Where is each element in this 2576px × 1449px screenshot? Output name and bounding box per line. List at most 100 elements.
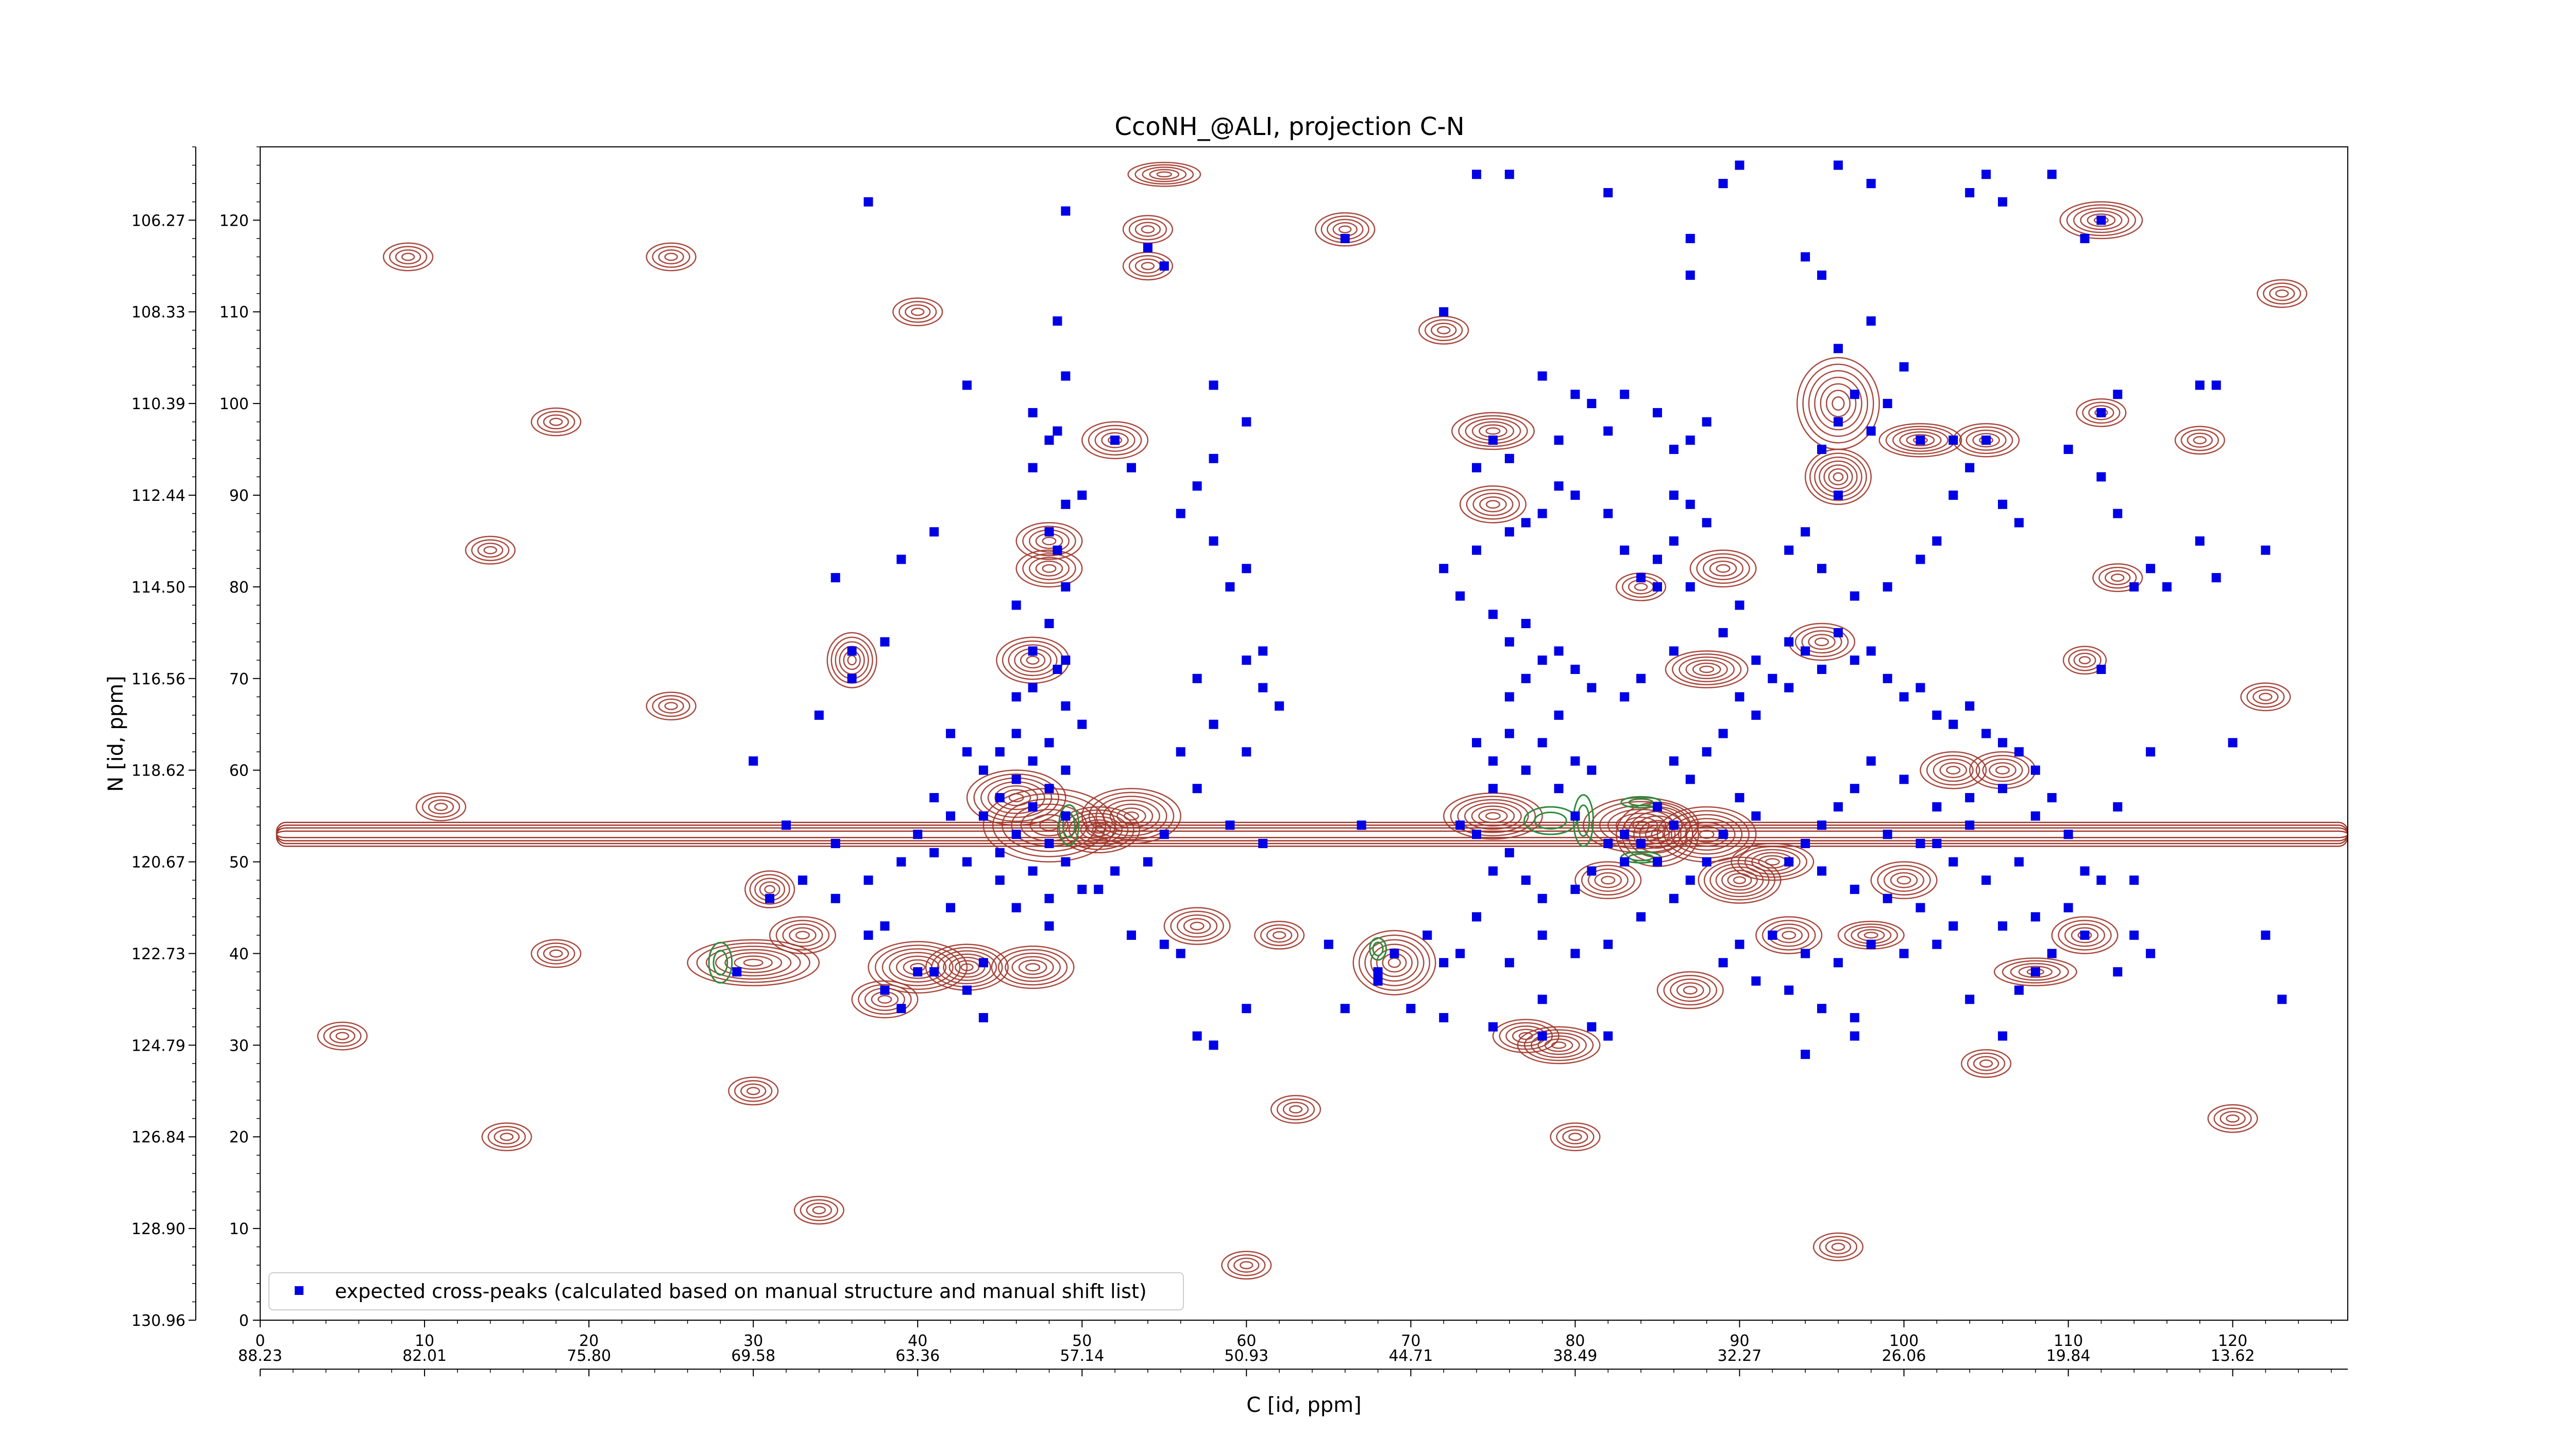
contour-line (1884, 868, 1925, 892)
cross-peak-point (1932, 536, 1942, 546)
cross-peak-point (1833, 490, 1843, 500)
cross-peak-point (2113, 967, 2123, 977)
contour-line (1141, 262, 1155, 271)
contour-line (1471, 805, 1515, 827)
contour-line (960, 963, 974, 971)
contour-line (1254, 920, 1305, 950)
cross-peak-point (1751, 811, 1761, 821)
cross-peak-point (1652, 582, 1662, 592)
cross-peak-point (1488, 866, 1498, 876)
negative-contour (1369, 937, 1387, 961)
x-tick-label: 20 (579, 1332, 599, 1350)
cross-peak-point (1011, 830, 1021, 839)
contour-line (2105, 570, 2131, 585)
cross-peak-point (1718, 830, 1728, 839)
contour-line (1425, 319, 1463, 342)
x-tick-label: 40 (908, 1332, 927, 1350)
cross-peak-point (1176, 509, 1185, 518)
contour-line (1457, 799, 1529, 833)
cross-peak-point (1472, 463, 1482, 473)
contour-line (806, 1202, 832, 1218)
contour-line (1149, 169, 1180, 180)
contour-line (1358, 934, 1431, 991)
contour-line (1581, 865, 1635, 896)
cross-peak-point (1242, 1004, 1251, 1014)
cross-peak-point (962, 985, 972, 995)
cross-peak-point (2080, 866, 2090, 876)
cross-peak-point (1718, 628, 1728, 637)
contour-line (1124, 811, 1139, 821)
cross-peak-point (2014, 857, 2024, 867)
cross-peak-point (1751, 976, 1761, 986)
contour-line (1233, 1257, 1260, 1273)
contour-line (1721, 869, 1758, 891)
cross-peak-point (1504, 958, 1514, 968)
cross-peak-point (1866, 316, 1876, 326)
cross-peak-point (1570, 490, 1580, 500)
contour-line (1960, 1049, 2012, 1078)
contour-line (795, 931, 810, 940)
cross-peak-point (1159, 939, 1169, 949)
contour-line (1639, 820, 1676, 849)
cross-peak-point (1965, 793, 1975, 803)
contour-line (1523, 1029, 1594, 1062)
cross-peak-point (2096, 215, 2106, 225)
cross-peak-point (1603, 939, 1613, 949)
cross-peak-point (1389, 949, 1399, 958)
contour-line (421, 796, 461, 818)
contour-line (2002, 960, 2069, 984)
cross-peak-point (1833, 958, 1843, 968)
cross-peak-point (978, 811, 988, 821)
cross-peak-point (1850, 1013, 1859, 1022)
cross-peak-point (1159, 830, 1169, 839)
contour-line (994, 785, 1038, 811)
y-ppm-tick-label: 116.56 (131, 670, 185, 688)
contour-line (1479, 496, 1507, 513)
contour-line (1177, 914, 1218, 938)
cross-peak-markers (732, 160, 2287, 1059)
cross-peak-point (1833, 802, 1843, 812)
contour-line (2092, 563, 2143, 593)
contour-line (2252, 689, 2279, 704)
contour-line (1134, 164, 1194, 185)
contour-line (2259, 693, 2273, 701)
cross-peak-point (1833, 628, 1843, 637)
cross-peak-point (962, 380, 972, 390)
cross-peak-point (1028, 683, 1038, 693)
cross-peak-point (1948, 857, 1958, 867)
cross-peak-point (1932, 939, 1942, 949)
negative-contour (1628, 853, 1654, 862)
contour-line (1815, 637, 1829, 646)
contour-line (1094, 428, 1136, 452)
contour-line (664, 252, 678, 261)
cross-peak-point (1439, 307, 1449, 317)
contour-line (1315, 212, 1376, 247)
cross-peak-point (1620, 545, 1630, 555)
cross-peak-point (1784, 985, 1794, 995)
cross-peak-point (1472, 738, 1482, 748)
cross-peak-point (2261, 545, 2270, 555)
contour-line (1775, 927, 1803, 943)
contour-line (1459, 485, 1527, 524)
cross-peak-point (946, 729, 956, 738)
contour-line (1556, 1125, 1595, 1148)
cross-peak-point (2146, 949, 2156, 958)
contour-line (1715, 866, 1764, 894)
cross-peak-point (1077, 884, 1087, 894)
cross-peak-point (1981, 170, 1991, 179)
contour-line (1183, 918, 1211, 934)
cross-peak-point (1932, 710, 1942, 720)
cross-peak-point (2129, 875, 2139, 885)
contour-line (1677, 818, 1736, 851)
cross-peak-point (1965, 995, 1975, 1004)
contour-line (537, 411, 575, 433)
cross-peak-point (1817, 866, 1827, 876)
y-ppm-tick-label: 126.84 (131, 1128, 185, 1147)
contour-line (1733, 876, 1747, 884)
contour-line (329, 1028, 355, 1044)
cross-peak-point (2146, 747, 2156, 757)
contour-line (1703, 860, 1776, 901)
contour-line (943, 953, 991, 981)
cross-peak-point (1011, 903, 1021, 913)
contour-line (1709, 863, 1770, 898)
